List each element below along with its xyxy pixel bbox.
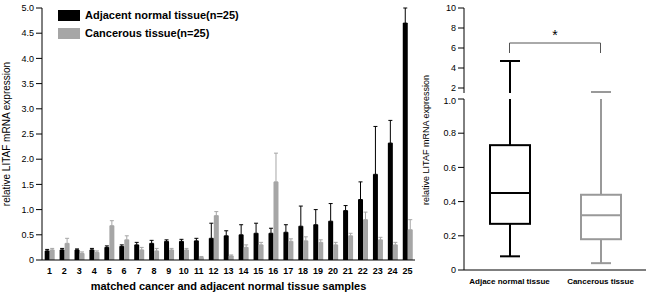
svg-text:2.5: 2.5 (21, 129, 34, 139)
svg-text:10: 10 (446, 3, 456, 13)
svg-text:21: 21 (343, 266, 353, 276)
svg-text:9: 9 (166, 266, 171, 276)
svg-text:0: 0 (451, 265, 456, 275)
svg-text:17: 17 (283, 266, 293, 276)
svg-text:22: 22 (358, 266, 368, 276)
svg-text:3: 3 (77, 266, 82, 276)
svg-text:0.4: 0.4 (443, 197, 456, 207)
svg-text:18: 18 (298, 266, 308, 276)
svg-text:2: 2 (451, 83, 456, 93)
svg-text:5: 5 (107, 266, 112, 276)
svg-text:3.5: 3.5 (21, 79, 34, 89)
svg-text:0: 0 (29, 255, 34, 265)
svg-text:4.0: 4.0 (21, 54, 34, 64)
svg-text:20: 20 (328, 266, 338, 276)
svg-text:8: 8 (151, 266, 156, 276)
svg-text:4.5: 4.5 (21, 28, 34, 38)
svg-text:1: 1 (47, 266, 52, 276)
svg-text:25: 25 (403, 266, 413, 276)
svg-text:0.2: 0.2 (443, 231, 456, 241)
svg-text:4: 4 (451, 63, 456, 73)
html-text:Adjacent normal tissue(n=25): Adjacent normal tissue(n=25) (85, 9, 239, 21)
svg-text:2: 2 (62, 266, 67, 276)
svg-text:6: 6 (122, 266, 127, 276)
svg-text:Cancerous tissue: Cancerous tissue (567, 277, 634, 286)
svg-text:relative LITAF mRNA expression: relative LITAF mRNA expression (421, 75, 431, 205)
svg-text:1.0: 1.0 (21, 205, 34, 215)
svg-text:8: 8 (451, 23, 456, 33)
svg-text:*: * (552, 27, 558, 43)
svg-text:24: 24 (388, 266, 398, 276)
svg-text:11: 11 (194, 266, 204, 276)
svg-text:12: 12 (209, 266, 219, 276)
html-text:Cancerous tissue(n=25): Cancerous tissue(n=25) (85, 27, 210, 39)
svg-text:10: 10 (179, 266, 189, 276)
svg-text:13: 13 (223, 266, 233, 276)
svg-text:0.8: 0.8 (443, 128, 456, 138)
svg-text:4: 4 (92, 266, 97, 276)
svg-text:Adjace normal tissue: Adjace normal tissue (469, 277, 550, 286)
svg-text:23: 23 (373, 266, 383, 276)
svg-text:0.6: 0.6 (443, 163, 456, 173)
svg-text:7: 7 (136, 266, 141, 276)
svg-text:16: 16 (268, 266, 278, 276)
svg-text:2.0: 2.0 (21, 154, 34, 164)
svg-text:6: 6 (451, 43, 456, 53)
svg-text:1.5: 1.5 (21, 180, 34, 190)
svg-text:19: 19 (313, 266, 323, 276)
svg-text:0.5: 0.5 (21, 230, 34, 240)
svg-text:3.0: 3.0 (21, 104, 34, 114)
svg-text:15: 15 (253, 266, 263, 276)
svg-text:14: 14 (238, 266, 248, 276)
svg-text:matched cancer and adjacent no: matched cancer and adjacent normal tissu… (91, 280, 367, 292)
svg-text:5.0: 5.0 (21, 3, 34, 13)
svg-text:1.0: 1.0 (443, 96, 456, 106)
svg-text:relative LITAF mRNA expression: relative LITAF mRNA expression (8, 62, 12, 206)
